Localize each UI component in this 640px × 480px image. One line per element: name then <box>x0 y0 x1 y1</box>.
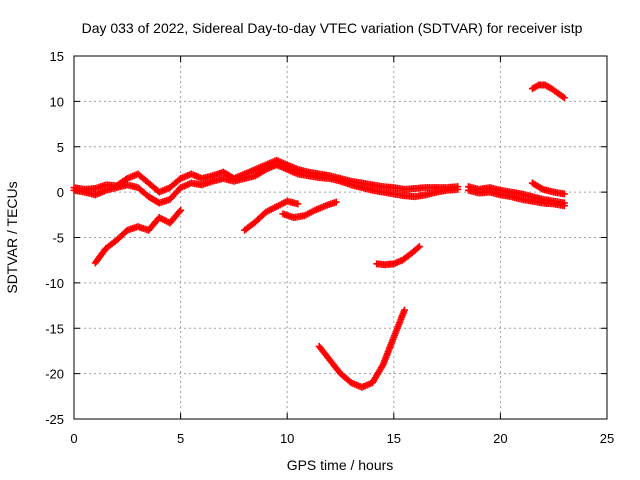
data-point <box>294 200 302 208</box>
data-point <box>454 185 462 193</box>
series-arc-11 <box>528 81 568 102</box>
data-point <box>415 243 423 251</box>
data-point <box>560 94 568 102</box>
series-arc-5 <box>279 198 340 222</box>
y-tick-label: 0 <box>57 185 64 200</box>
data-point <box>177 206 185 214</box>
y-tick-label: -20 <box>45 367 64 382</box>
axis-tick-labels: 0 5 10 15 20 25 -25 -20 -15 -10 -5 0 5 10 15 <box>45 49 614 446</box>
chart-title: Day 033 of 2022, Sidereal Day-to-day VTE… <box>82 20 583 36</box>
data-point <box>560 202 568 210</box>
series-arc-9 <box>464 186 568 210</box>
y-tick-label: -25 <box>45 412 64 427</box>
x-tick-label: 20 <box>493 431 507 446</box>
x-tick-label: 5 <box>177 431 184 446</box>
series-arc-10 <box>528 179 568 198</box>
series-arc-1 <box>70 156 462 196</box>
data-point <box>414 244 422 252</box>
x-axis-label: GPS time / hours <box>287 457 394 473</box>
y-tick-label: 15 <box>50 49 64 64</box>
y-tick-label: -15 <box>45 321 64 336</box>
y-tick-label: 10 <box>50 94 64 109</box>
data-point <box>400 306 408 314</box>
data-series <box>70 81 568 391</box>
x-tick-label: 10 <box>280 431 294 446</box>
series-arc-2 <box>70 161 462 207</box>
x-tick-label: 0 <box>70 431 77 446</box>
y-tick-label: -10 <box>45 276 64 291</box>
series-arc-3 <box>91 206 185 267</box>
series-arc-7 <box>373 243 423 269</box>
data-point <box>175 208 183 216</box>
x-tick-label: 15 <box>387 431 401 446</box>
x-tick-label: 25 <box>600 431 614 446</box>
y-tick-label: -5 <box>52 231 64 246</box>
data-point <box>332 198 340 206</box>
data-point <box>538 184 546 192</box>
data-point <box>560 190 568 198</box>
y-tick-label: 5 <box>57 140 64 155</box>
series-arc-4 <box>241 197 302 234</box>
y-axis-label: SDTVAR / TECUs <box>4 181 20 293</box>
series-arc-6 <box>315 306 408 391</box>
grid-lines <box>74 56 607 419</box>
